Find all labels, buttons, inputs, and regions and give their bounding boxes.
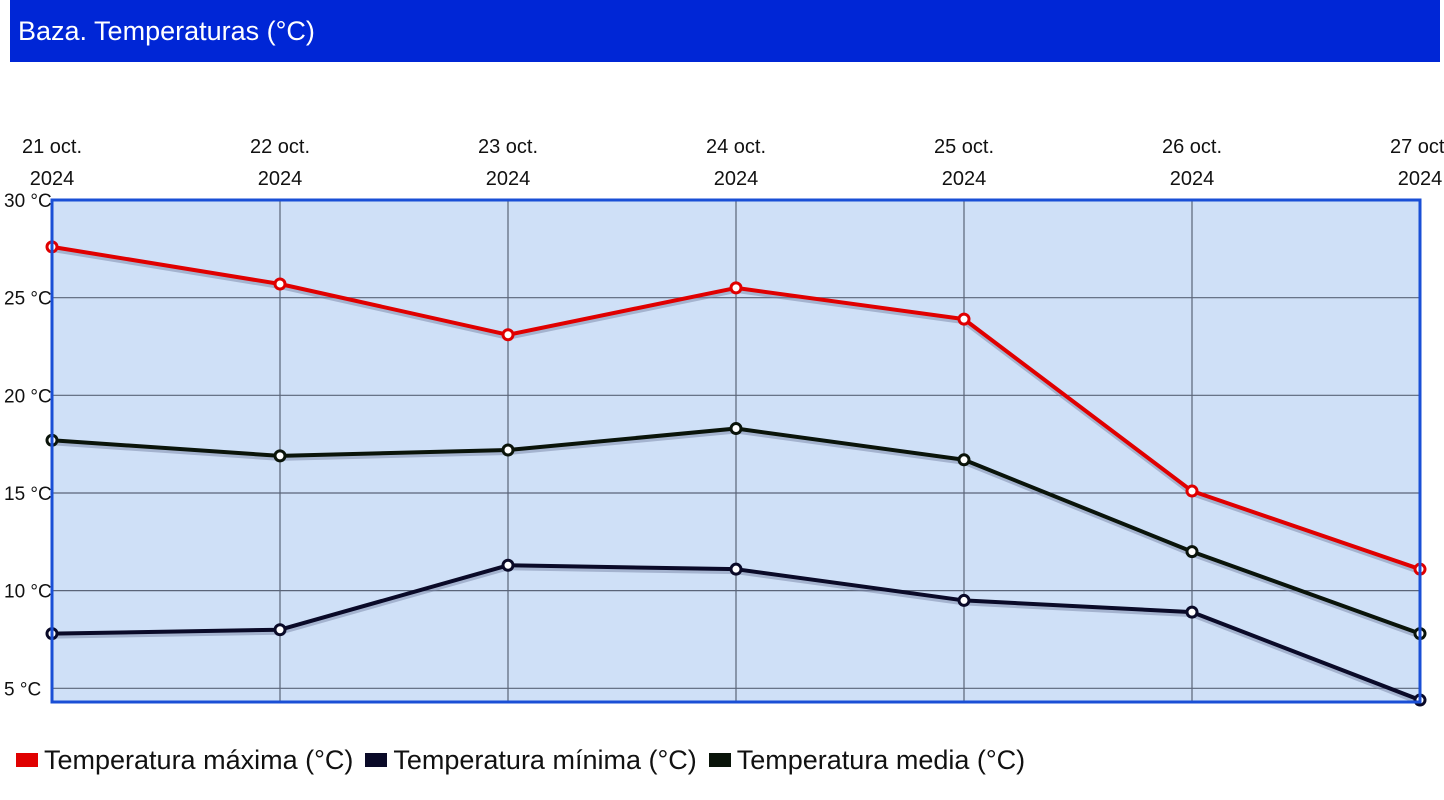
data-point [1185, 484, 1199, 498]
data-point [501, 443, 515, 457]
data-point [273, 449, 287, 463]
chart-legend: Temperatura máxima (°C) Temperatura mínim… [16, 742, 1037, 778]
legend-swatch [708, 753, 731, 767]
x-tick-year-label: 2024 [486, 168, 531, 190]
data-point [273, 277, 287, 291]
plot-frame [50, 198, 1422, 704]
x-tick-year-label: 2024 [714, 168, 759, 190]
x-tick-label: 26 oct. [1162, 136, 1222, 158]
y-tick-label: 5 °C [4, 679, 41, 700]
data-point [501, 328, 515, 342]
x-tick-label: 24 oct. [706, 136, 766, 158]
x-tick-label: 23 oct. [478, 136, 538, 158]
x-tick-year-label: 2024 [30, 168, 75, 190]
x-tick-label: 25 oct. [934, 136, 994, 158]
data-point [1185, 605, 1199, 619]
line-chart: 21 oct. 2024 22 oct. 2024 23 oct. 2024 24 oct.… [4, 136, 1444, 707]
legend-label: Temperatura máxima (°C) [44, 744, 354, 775]
y-tick-label: 30 °C [4, 191, 52, 212]
x-tick-label: 27 oct. [1390, 136, 1444, 158]
data-point [729, 562, 743, 576]
legend-swatch [365, 753, 388, 767]
legend-swatch [16, 753, 38, 767]
chart-title: Baza. Temperaturas (°C) [18, 16, 315, 46]
data-point [729, 281, 743, 295]
data-point [501, 558, 515, 572]
x-tick-year-label: 2024 [1398, 168, 1443, 190]
data-point [957, 312, 971, 326]
data-point [273, 623, 287, 637]
y-tick-label: 15 °C [4, 484, 52, 505]
y-tick-label: 25 °C [4, 289, 52, 310]
y-tick-label: 20 °C [4, 386, 52, 407]
x-tick-label: 22 oct. [250, 136, 310, 158]
data-point [729, 422, 743, 436]
data-point [957, 593, 971, 607]
legend-item[interactable]: Temperatura mínima (°C) [365, 744, 697, 776]
x-tick-year-label: 2024 [258, 168, 303, 190]
data-point [1185, 545, 1199, 559]
legend-label: Temperatura media (°C) [736, 744, 1026, 775]
data-point [957, 453, 971, 467]
y-tick-label: 10 °C [4, 582, 52, 603]
x-tick-year-label: 2024 [1170, 168, 1215, 190]
legend-item[interactable]: Temperatura media (°C) [708, 744, 1026, 776]
x-tick-label: 21 oct. [22, 136, 82, 158]
legend-item[interactable]: Temperatura máxima (°C) [16, 745, 353, 776]
legend-label: Temperatura mínima (°C) [393, 744, 697, 775]
chart-header: Baza. Temperaturas (°C) [10, 0, 1440, 62]
x-tick-year-label: 2024 [942, 168, 987, 190]
